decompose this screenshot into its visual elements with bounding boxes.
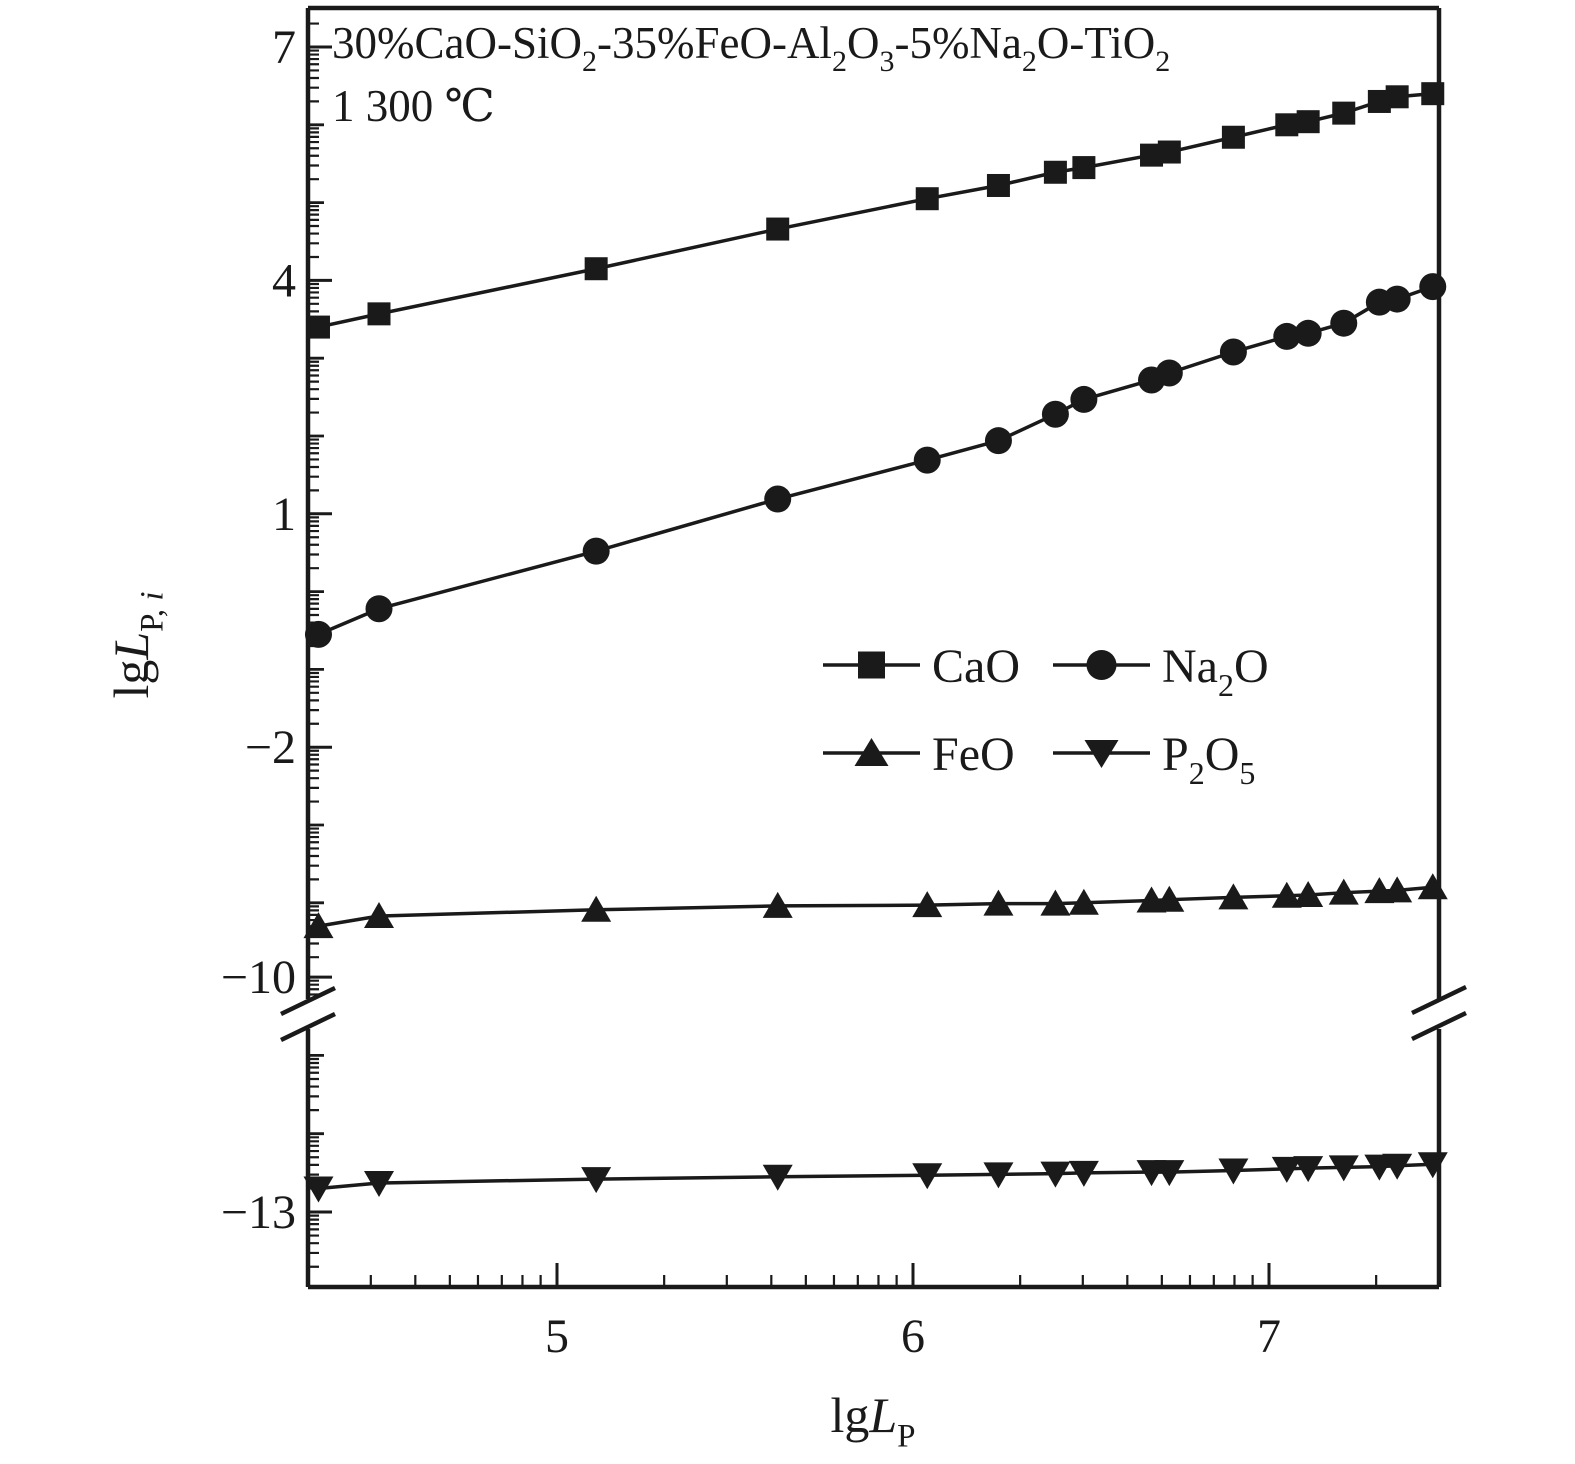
legend-label-FeO: FeO xyxy=(932,728,1015,781)
series-Na2O xyxy=(304,273,1447,648)
legend-item-FeO: FeO xyxy=(823,728,1015,781)
legend-label-P2O5: P2O5 xyxy=(1162,728,1255,791)
x-tick-label: 7 xyxy=(1257,1310,1281,1363)
y-tick-label: 1 xyxy=(272,488,296,541)
x-tick-label: 5 xyxy=(545,1310,569,1363)
axis-ticks xyxy=(308,22,1378,1287)
series-P2O5 xyxy=(303,1152,1448,1203)
y-tick-label: −13 xyxy=(221,1186,296,1239)
x-tick-labels: 5 6 7 xyxy=(545,1310,1281,1363)
x-axis-label: lgLP xyxy=(830,1387,915,1455)
axis-break-slash xyxy=(1411,984,1467,1016)
y-tick-label: −10 xyxy=(221,951,296,1004)
y-axis-label: lgLP, i xyxy=(103,591,171,698)
axis-titles: lgLP lgLP, i xyxy=(103,591,916,1454)
legend-item-CaO: CaO xyxy=(823,640,1020,693)
legend: CaO Na2O FeO P2O5 xyxy=(823,640,1269,791)
axis-break-marks xyxy=(280,984,1467,1043)
x-tick-label: 6 xyxy=(901,1310,925,1363)
legend-item-Na2O: Na2O xyxy=(1053,640,1269,703)
axis-break-slash xyxy=(280,985,336,1017)
legend-label-Na2O: Na2O xyxy=(1162,640,1269,703)
y-tick-label: 7 xyxy=(272,21,296,74)
plot-border xyxy=(305,5,1442,1290)
y-tick-labels: 7 4 1 −2 −10 −13 xyxy=(221,21,296,1239)
series-CaO xyxy=(306,82,1445,339)
legend-item-P2O5: P2O5 xyxy=(1053,728,1255,791)
y-tick-label: 4 xyxy=(272,254,296,307)
series-FeO xyxy=(303,873,1448,939)
y-tick-label: −2 xyxy=(245,721,296,774)
chart-subtitle: 1 300 ℃ xyxy=(332,81,495,131)
chart-title: 30%CaO-SiO2-35%FeO-Al2O3-5%Na2O-TiO2 xyxy=(332,18,1170,78)
axis-break-slash xyxy=(1411,1010,1467,1042)
axis-break-slash xyxy=(280,1011,336,1043)
legend-label-CaO: CaO xyxy=(932,640,1020,693)
